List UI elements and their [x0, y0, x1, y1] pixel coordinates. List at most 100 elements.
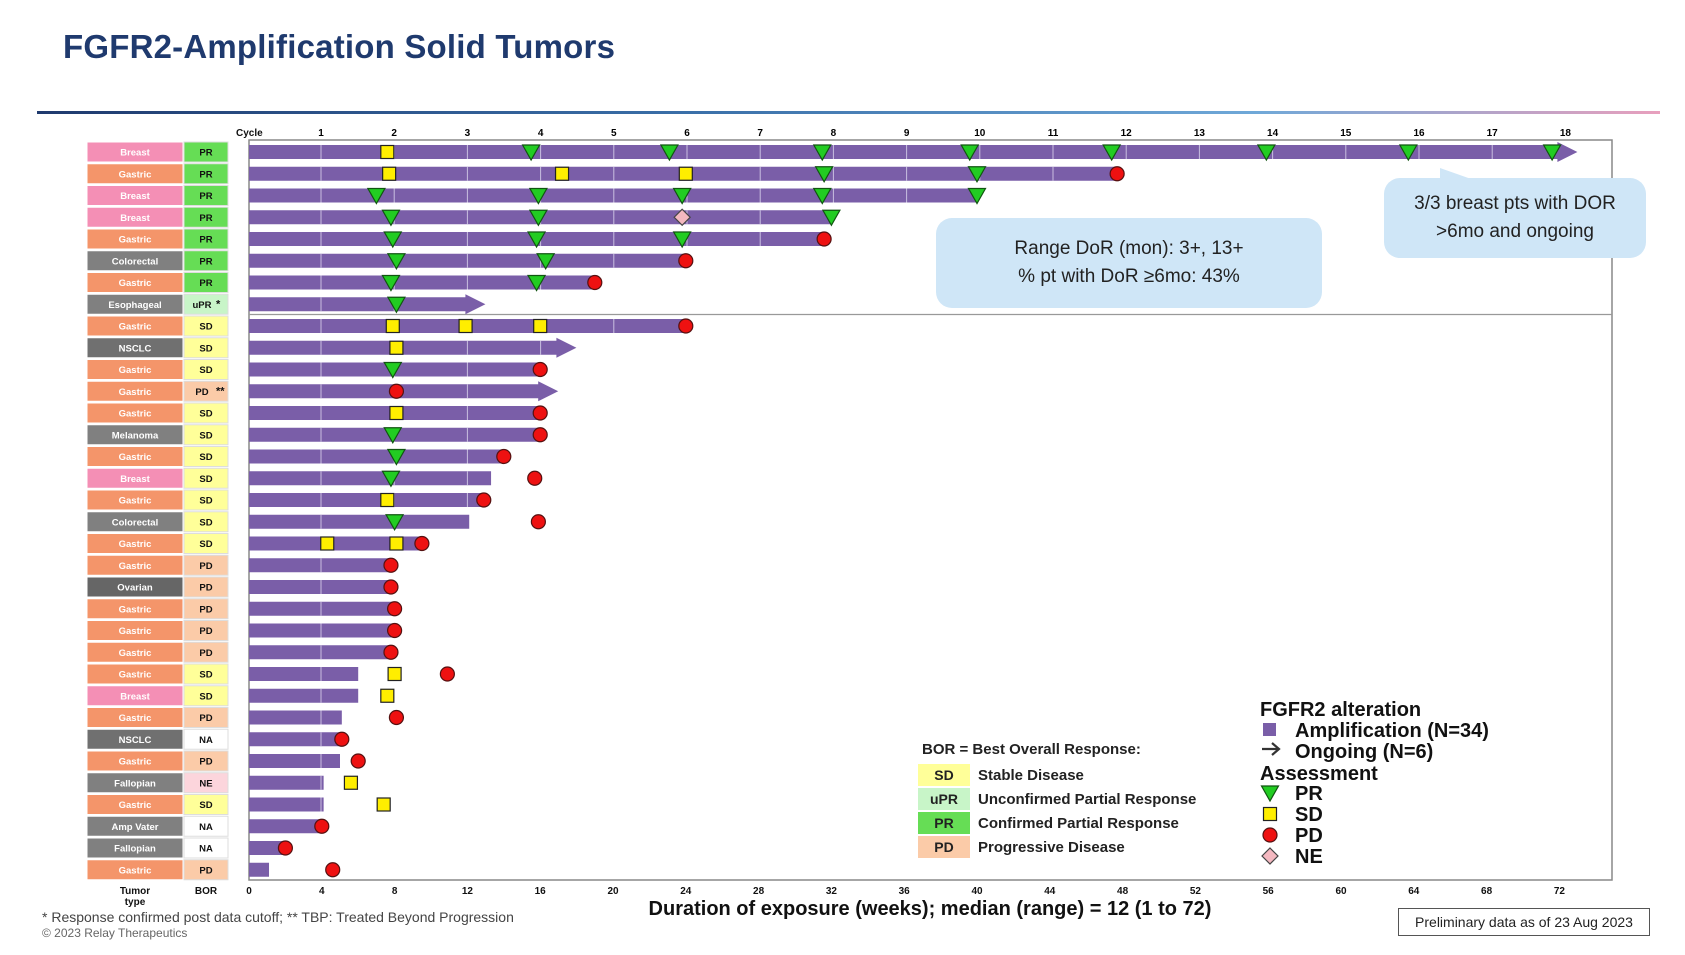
bor-legend-code: PR — [934, 815, 953, 831]
tumor-type-label: Gastric — [119, 387, 152, 398]
bor-label: NA — [199, 822, 213, 833]
assessment-marker-pd — [816, 231, 832, 247]
x-tick-label: 52 — [1190, 886, 1202, 897]
tumor-type-cell — [86, 728, 184, 750]
tumor-type-label: Gastric — [119, 648, 152, 659]
bor-label: PR — [199, 213, 212, 224]
bor-legend-text: Stable Disease — [978, 767, 1084, 784]
assessment-marker-pr — [386, 253, 406, 270]
bor-cell — [183, 728, 229, 750]
table-row: Colorectal PR — [86, 250, 694, 272]
tumor-type-label: Breast — [120, 191, 150, 202]
tumor-type-cell — [86, 315, 184, 337]
table-row: Gastric PD — [86, 620, 403, 641]
cycle-tick-label: 1 — [318, 128, 324, 139]
bor-legend-text: Confirmed Partial Response — [978, 815, 1179, 832]
tumor-type-label: Breast — [120, 148, 150, 159]
bor-cell — [183, 859, 229, 881]
duration-bar — [249, 536, 422, 551]
assessment-legend-item: NE — [1261, 846, 1323, 868]
duration-bar — [249, 471, 492, 486]
duration-bar — [249, 145, 1560, 159]
cycle-tick-label: 13 — [1194, 128, 1206, 139]
assessment-marker-pr — [536, 253, 556, 270]
table-row: Gastric PR — [86, 272, 603, 293]
bor-legend-text: Unconfirmed Partial Response — [978, 791, 1196, 808]
table-row: Esophageal uPR * — [86, 293, 486, 315]
bor-label: PR — [199, 148, 212, 159]
assessment-marker-pd — [414, 535, 430, 552]
tumor-type-cell — [86, 576, 184, 598]
tumor-type-label: Breast — [120, 691, 150, 702]
tumor-type-cell — [86, 402, 184, 424]
plot-frame — [248, 139, 1613, 881]
assessment-marker-pd — [530, 514, 546, 530]
tumor-type-cell — [86, 794, 184, 815]
x-tick-label: 20 — [607, 886, 619, 897]
bor-cell — [183, 750, 229, 772]
bor-label: PR — [199, 278, 212, 289]
tumor-type-cell — [86, 707, 184, 728]
cycle-tick-label: 16 — [1413, 128, 1425, 139]
bor-legend-item: uPR Unconfirmed Partial Response — [918, 788, 1196, 810]
assessment-marker-pd — [439, 666, 455, 682]
tumor-type-label: Gastric — [119, 278, 152, 289]
bor-label: NE — [199, 778, 212, 789]
assessment-legend-marker — [1262, 806, 1278, 822]
cycle-axis-label: Cycle — [236, 128, 263, 139]
x-tick-label: 40 — [971, 886, 983, 897]
duration-bar — [249, 862, 270, 877]
assessment-legend-marker — [1260, 785, 1280, 803]
duration-bar — [249, 819, 322, 834]
assessment-marker-sd — [458, 318, 473, 334]
assessment-marker-sd — [380, 492, 395, 508]
tumor-type-cell — [86, 424, 184, 446]
table-row: Fallopian NE — [86, 772, 359, 794]
table-row: Gastric PD — [86, 554, 399, 576]
bor-footnote-mark: * — [216, 298, 221, 310]
duration-bar — [249, 754, 340, 768]
table-row: Gastric SD — [86, 402, 548, 424]
table-row: NSCLC SD — [86, 337, 577, 359]
bor-label: SD — [199, 430, 212, 441]
tumor-type-label: Gastric — [119, 365, 152, 376]
bor-cell — [183, 554, 229, 576]
cycle-tick-label: 12 — [1121, 128, 1133, 139]
assessment-marker-pr — [967, 166, 987, 183]
assessment-marker-pd — [496, 448, 512, 465]
bor-cell — [183, 359, 229, 380]
assessment-legend-title: Assessment — [1260, 763, 1378, 785]
x-axis-label: Duration of exposure (weeks); median (ra… — [649, 898, 1212, 920]
bor-label: PD — [199, 865, 212, 876]
assessment-marker-pd — [532, 405, 548, 421]
x-tick-label: 32 — [826, 886, 838, 897]
bor-cell — [183, 641, 229, 663]
bor-label: PD — [199, 626, 212, 637]
table-row: Gastric SD — [86, 794, 391, 815]
breast-callout-line-1: 3/3 breast pts with DOR — [1414, 193, 1616, 214]
bor-cell — [183, 380, 229, 402]
ongoing-arrow — [556, 337, 577, 358]
tumor-type-label: Ovarian — [117, 583, 153, 594]
assessment-marker-pr — [1256, 144, 1276, 162]
bor-cell — [183, 424, 229, 446]
assessment-marker-pd — [350, 753, 366, 769]
duration-bar — [249, 514, 470, 529]
cycle-tick-label: 10 — [974, 128, 986, 139]
tumor-type-label: Gastric — [119, 713, 152, 724]
assessment-marker-pr — [383, 427, 403, 444]
tumor-type-cell — [86, 859, 184, 881]
tumor-type-cell — [86, 620, 184, 641]
assessment-marker-pr — [383, 231, 403, 249]
tumor-type-label: NSCLC — [119, 343, 152, 354]
assessment-marker-sd — [380, 688, 395, 703]
bor-legend-item: PD Progressive Disease — [918, 836, 1125, 858]
bor-label: PD — [199, 583, 212, 594]
tumor-type-label: Gastric — [119, 626, 152, 637]
x-tick-label: 12 — [462, 886, 474, 897]
tumor-type-label: Esophageal — [108, 300, 161, 311]
table-row: Amp Vater NA — [86, 815, 330, 837]
bor-cell — [183, 576, 229, 598]
bor-label: NA — [199, 844, 213, 855]
bor-label: SD — [199, 409, 212, 420]
